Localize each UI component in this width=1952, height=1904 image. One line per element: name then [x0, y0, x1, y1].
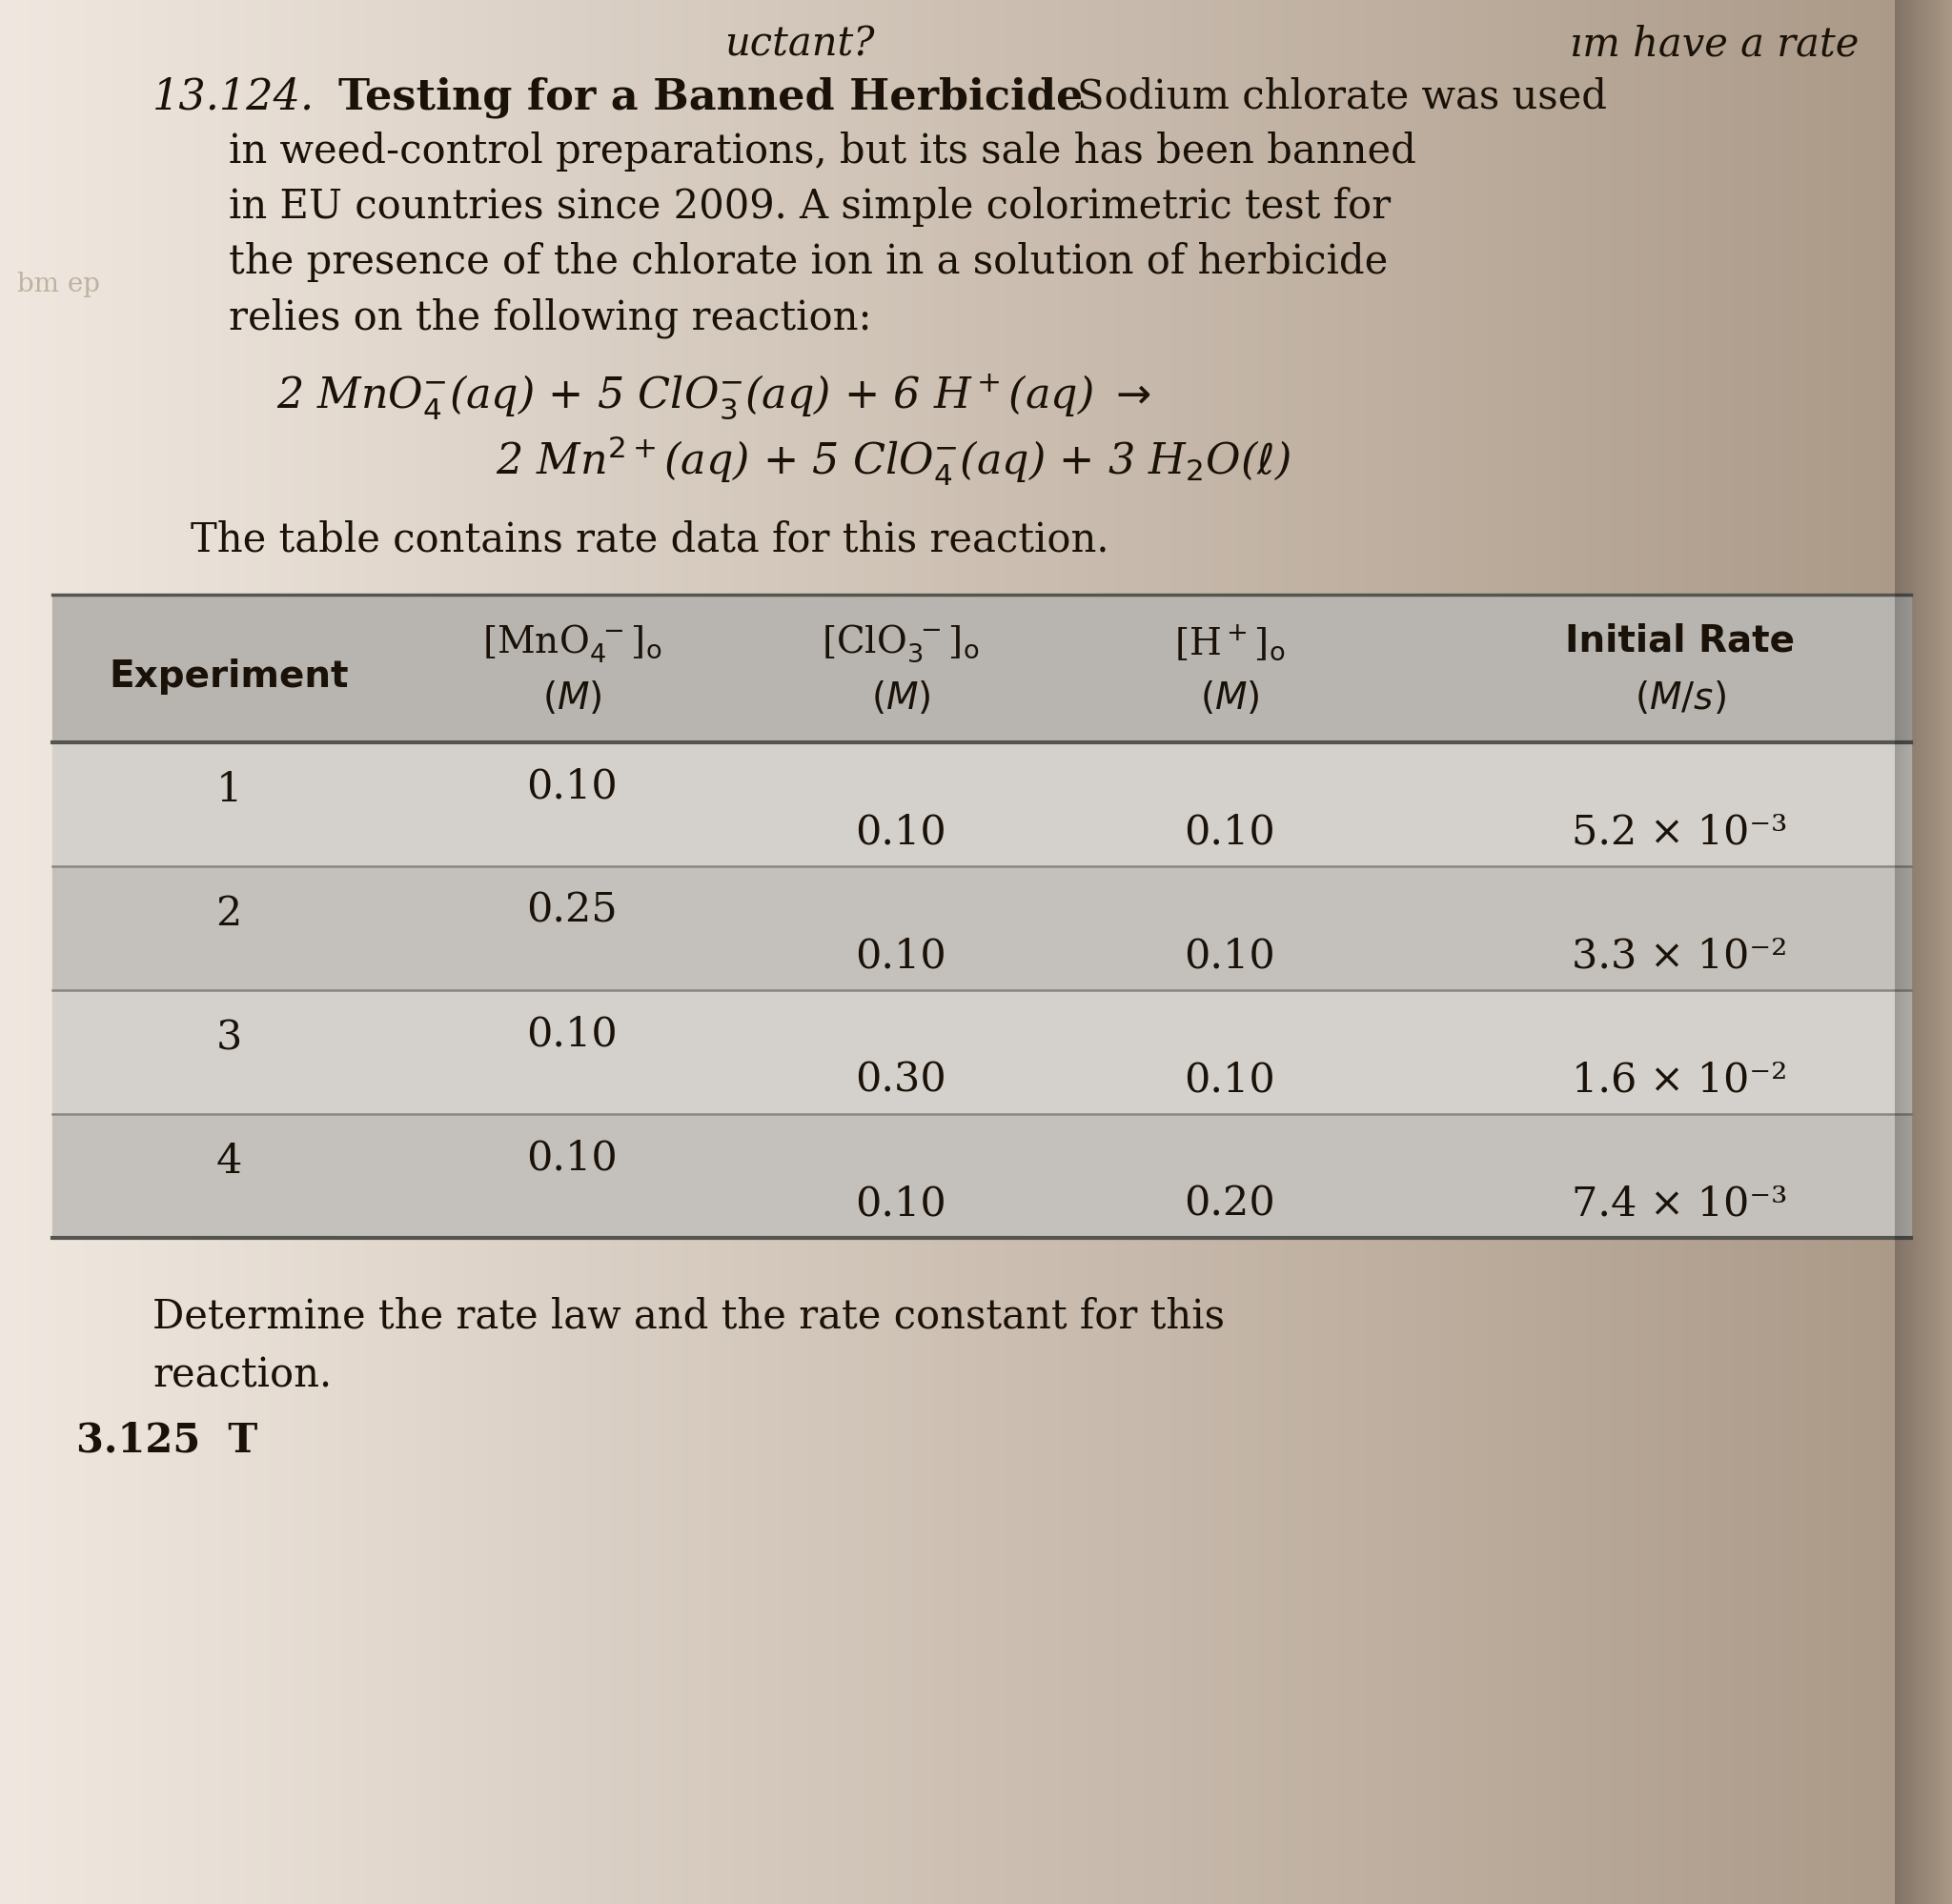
Text: 2: 2	[217, 893, 242, 933]
Text: 1.6 × 10⁻²: 1.6 × 10⁻²	[1571, 1061, 1788, 1101]
Text: bm ep: bm ep	[18, 272, 100, 297]
Text: [ClO$_3^{\ -}$]$_\mathrm{o}$: [ClO$_3^{\ -}$]$_\mathrm{o}$	[822, 623, 980, 664]
Text: 0.10: 0.10	[1185, 813, 1275, 853]
Text: uctant?: uctant?	[724, 25, 874, 65]
Bar	[53, 1114, 1911, 1238]
Text: $(M)$: $(M)$	[1200, 680, 1259, 716]
Text: Initial Rate: Initial Rate	[1566, 623, 1794, 659]
Text: 7.4 × 10⁻³: 7.4 × 10⁻³	[1571, 1184, 1788, 1224]
Bar	[53, 990, 1911, 1114]
Text: reaction.: reaction.	[152, 1354, 332, 1394]
Text: in weed-control preparations, but its sale has been banned: in weed-control preparations, but its sa…	[228, 131, 1417, 171]
Text: 3.3 × 10⁻²: 3.3 × 10⁻²	[1571, 937, 1788, 977]
Bar	[53, 743, 1911, 866]
Text: 0.10: 0.10	[1185, 1061, 1275, 1101]
Text: the presence of the chlorate ion in a solution of herbicide: the presence of the chlorate ion in a so…	[228, 242, 1388, 282]
Text: 0.10: 0.10	[527, 1139, 617, 1179]
Bar	[53, 866, 1911, 990]
Text: 0.10: 0.10	[855, 813, 947, 853]
Text: Experiment: Experiment	[109, 659, 349, 695]
Text: Sodium chlorate was used: Sodium chlorate was used	[1078, 76, 1606, 116]
Text: 5.2 × 10⁻³: 5.2 × 10⁻³	[1571, 813, 1788, 853]
Text: 0.20: 0.20	[1185, 1184, 1275, 1224]
Text: 0.10: 0.10	[1185, 937, 1275, 977]
Text: $(M/s)$: $(M/s)$	[1634, 680, 1726, 716]
Text: 0.25: 0.25	[527, 889, 617, 929]
Text: 0.30: 0.30	[855, 1061, 947, 1101]
Text: [H$^+$]$_\mathrm{o}$: [H$^+$]$_\mathrm{o}$	[1173, 623, 1284, 663]
Text: 3: 3	[217, 1017, 242, 1057]
Text: $(M)$: $(M)$	[543, 680, 601, 716]
Text: $(M)$: $(M)$	[871, 680, 931, 716]
Text: 2 Mn$^{2+}$(aq) + 5 ClO$_4^{-}$(aq) + 3 H$_2$O($\ell$): 2 Mn$^{2+}$(aq) + 5 ClO$_4^{-}$(aq) + 3 …	[496, 434, 1290, 487]
Text: Determine the rate law and the rate constant for this: Determine the rate law and the rate cons…	[152, 1295, 1224, 1335]
Text: [MnO$_4^{\ -}$]$_\mathrm{o}$: [MnO$_4^{\ -}$]$_\mathrm{o}$	[482, 623, 662, 664]
Text: 0.10: 0.10	[527, 765, 617, 805]
Text: Testing for a Banned Herbicide: Testing for a Banned Herbicide	[338, 76, 1083, 118]
Text: 0.10: 0.10	[855, 1184, 947, 1224]
Bar	[53, 596, 1911, 743]
Text: relies on the following reaction:: relies on the following reaction:	[228, 297, 873, 337]
Text: 0.10: 0.10	[855, 937, 947, 977]
Text: ım have a rate: ım have a rate	[1569, 25, 1858, 65]
Text: 1: 1	[217, 769, 242, 809]
Text: 0.10: 0.10	[527, 1015, 617, 1055]
Text: 13.124.: 13.124.	[152, 76, 314, 118]
Text: 2 MnO$_4^{-}$(aq) + 5 ClO$_3^{-}$(aq) + 6 H$^+$(aq) $\rightarrow$: 2 MnO$_4^{-}$(aq) + 5 ClO$_3^{-}$(aq) + …	[277, 371, 1152, 421]
Text: The table contains rate data for this reaction.: The table contains rate data for this re…	[191, 520, 1109, 560]
Text: 4: 4	[217, 1140, 242, 1182]
Text: 3.125  T: 3.125 T	[76, 1418, 258, 1458]
Text: in EU countries since 2009. A simple colorimetric test for: in EU countries since 2009. A simple col…	[228, 187, 1390, 227]
